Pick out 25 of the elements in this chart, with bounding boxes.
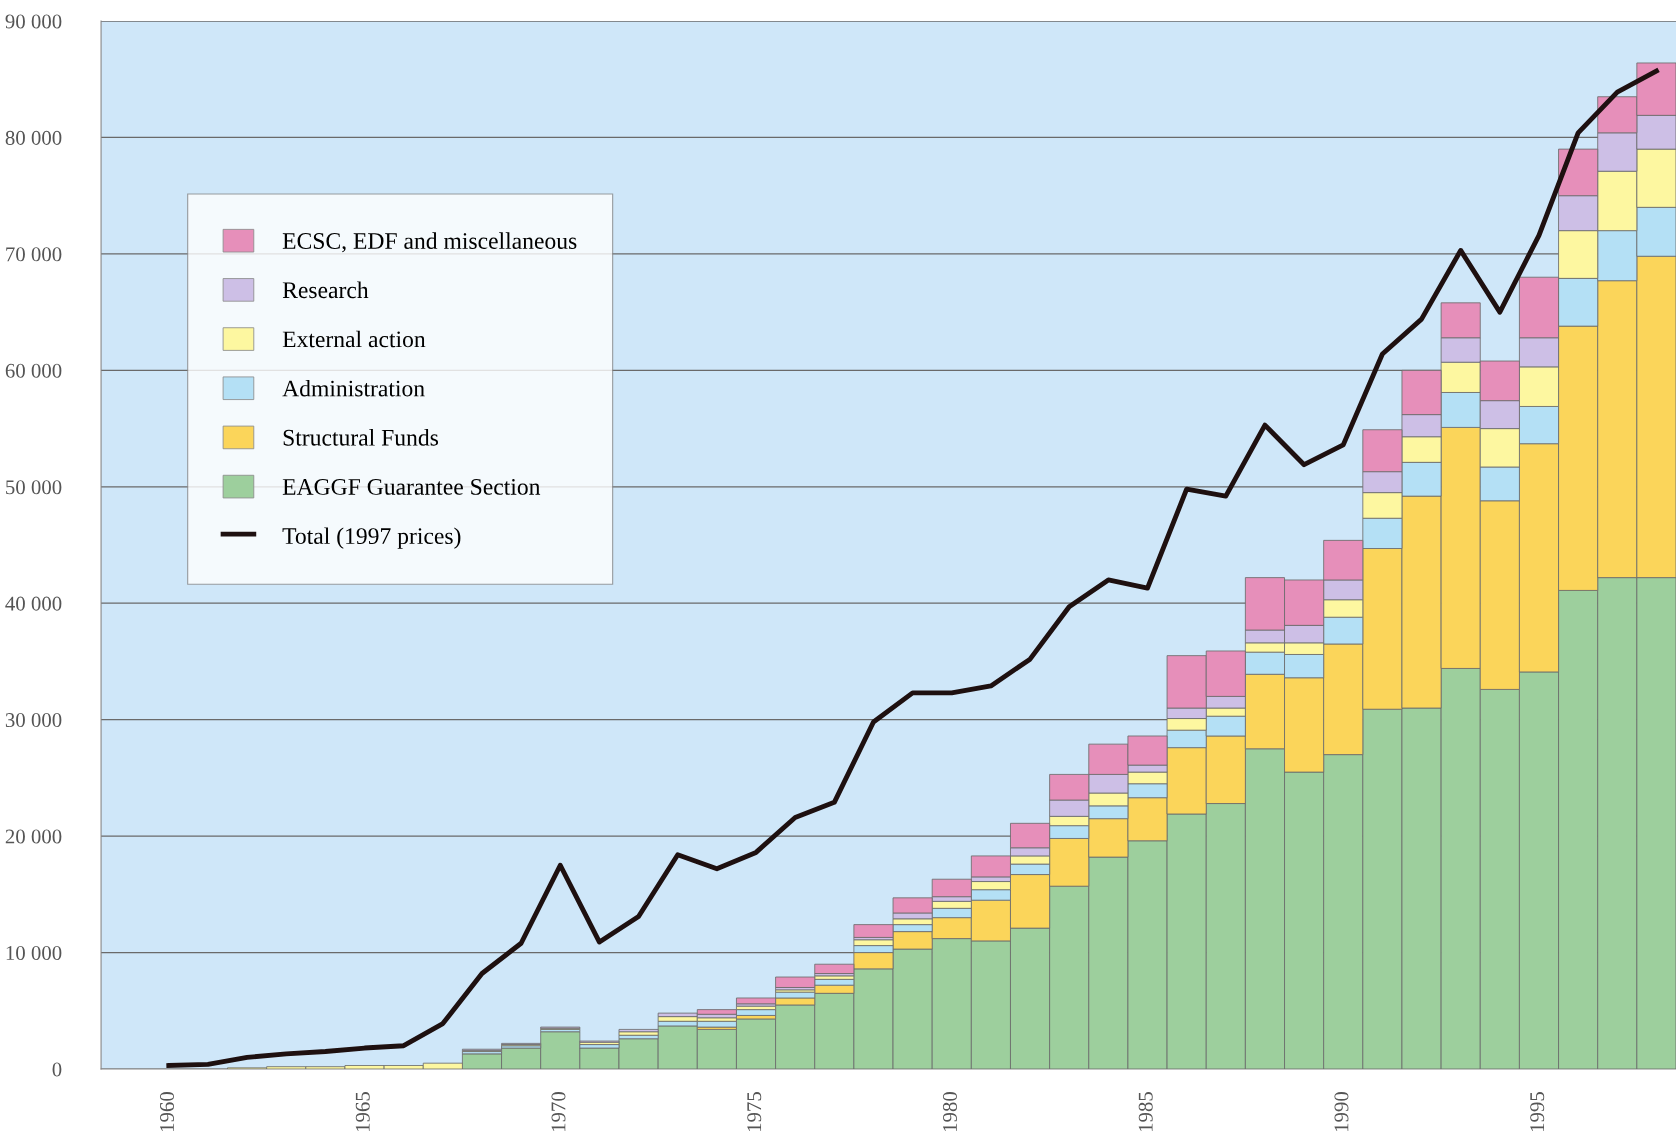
x-tick-label: 1990 <box>1334 1092 1349 1132</box>
legend-label: Total (1997 prices) <box>282 527 461 549</box>
y-tick-label: 60 000 <box>5 363 62 378</box>
y-tick-label: 0 <box>52 1062 62 1077</box>
y-tick-label: 80 000 <box>5 130 62 145</box>
legend-label: ECSC, EDF and miscellaneous <box>282 232 577 253</box>
y-tick-label: 50 000 <box>6 480 62 495</box>
y-tick-label: 20 000 <box>5 829 62 844</box>
y-tick-label: 10 000 <box>6 945 62 960</box>
x-tick-label: 1975 <box>747 1092 762 1132</box>
legend-label: Structural Funds <box>283 429 439 446</box>
y-tick-label: 90 000 <box>5 14 62 29</box>
x-tick-label: 1970 <box>551 1092 566 1132</box>
y-tick-label: 70 000 <box>6 247 62 262</box>
x-tick-label: 1960 <box>159 1092 174 1132</box>
x-tick-label: 1980 <box>942 1092 957 1132</box>
x-tick-label: 1995 <box>1530 1092 1545 1132</box>
y-tick-label: 40 000 <box>5 596 62 611</box>
legend-label: External action <box>282 330 426 348</box>
legend-label: Administration <box>282 379 425 397</box>
y-tick-label: 30 000 <box>5 713 62 728</box>
x-tick-label: 1965 <box>355 1092 370 1132</box>
x-tick-label: 1985 <box>1138 1092 1153 1132</box>
legend-label: Research <box>282 281 369 299</box>
legend-label: EAGGF Guarantee Section <box>282 479 541 495</box>
